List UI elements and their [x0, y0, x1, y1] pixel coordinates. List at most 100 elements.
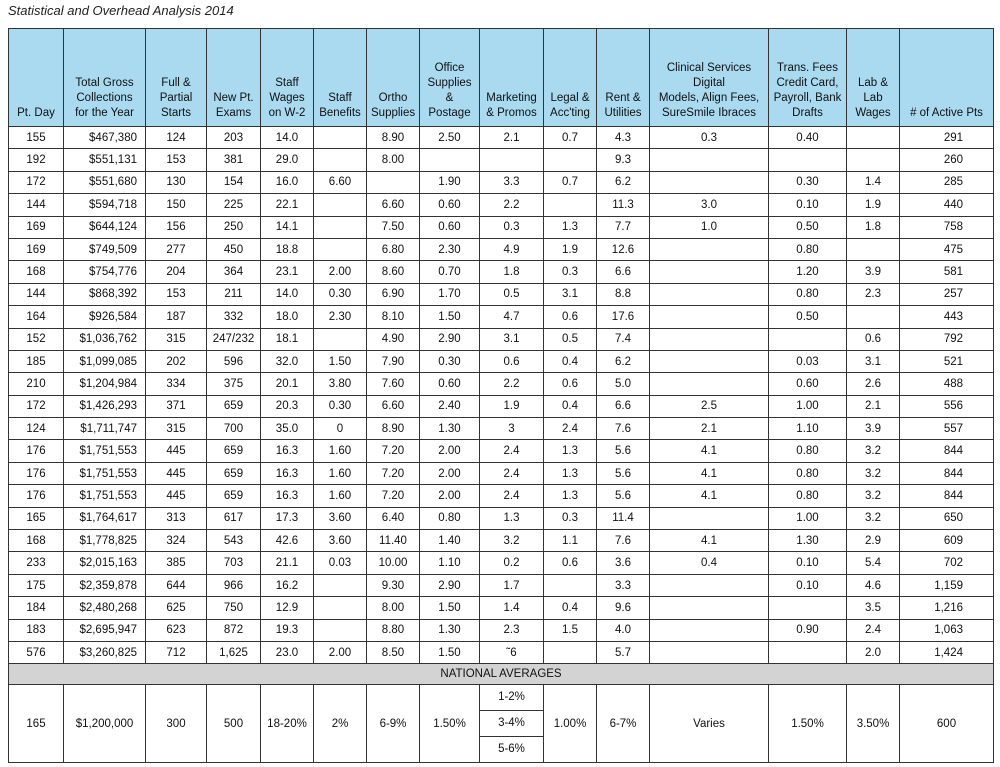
- cell: 0.4: [543, 349, 597, 374]
- table-body: 155 $467,380 124 203 14.0 8.90 2.50 2.1 0.7 4.3 0.…: [8, 125, 994, 764]
- cell: 8.00: [366, 596, 420, 620]
- cell: [649, 260, 769, 284]
- cell: $2,695,947: [63, 618, 146, 642]
- cell: 450: [206, 237, 261, 262]
- cell: $644,124: [63, 215, 146, 239]
- cell: 3: [479, 417, 544, 441]
- cell: 381: [206, 148, 261, 172]
- cell: 1.1: [543, 529, 597, 553]
- cell: 225: [206, 193, 261, 217]
- cell: 2.00: [419, 461, 480, 486]
- cell: 187: [145, 305, 207, 329]
- cell: 165: [8, 506, 64, 531]
- cell: 0.03: [768, 349, 847, 374]
- data-row: 175 $2,359,878 644 966 16.2 9.30 2.90 1.7 3.3 0.1…: [8, 573, 994, 598]
- data-row: 576 $3,260,825 712 1,625 23.0 2.00 8.50 1.50 ˜6 5…: [8, 640, 994, 665]
- cell: 3.2: [479, 529, 544, 553]
- cell: 0.10: [768, 573, 847, 598]
- cell: 2.00: [313, 640, 367, 665]
- cell: 168: [8, 529, 64, 553]
- cell: 0.10: [768, 193, 847, 217]
- cell: 3.1: [846, 349, 900, 374]
- cell: 0.80: [419, 506, 480, 531]
- cell: 5.0: [596, 372, 650, 396]
- cell: 0.7: [543, 170, 597, 195]
- cell: 4.9: [479, 237, 544, 262]
- data-row: 144 $868,392 153 211 14.0 0.30 6.90 1.70 0.5 3.1 8…: [8, 282, 994, 307]
- cell: 543: [206, 529, 261, 553]
- cell: 1.90: [419, 170, 480, 195]
- cell: [313, 148, 367, 172]
- stacked-value: 5-6%: [498, 743, 525, 756]
- cell: 1.60: [313, 439, 367, 463]
- cell: [543, 193, 597, 217]
- cell: 210: [8, 372, 64, 396]
- cell: 5.6: [596, 484, 650, 508]
- cell: [649, 573, 769, 598]
- cell: 3.1: [543, 282, 597, 307]
- column-header: Ortho Supplies: [366, 28, 420, 127]
- cell: [479, 148, 544, 172]
- cell: 1.3: [479, 506, 544, 531]
- cell: 18-20%: [260, 684, 314, 764]
- cell: 1.50: [313, 349, 367, 374]
- cell: 2.1: [649, 417, 769, 441]
- column-header: Legal & Acc'ting: [543, 28, 597, 127]
- cell: 185: [8, 349, 64, 374]
- cell: 1.9: [543, 237, 597, 262]
- cell: 7.6: [596, 417, 650, 441]
- cell: 617: [206, 506, 261, 531]
- cell: 176: [8, 484, 64, 508]
- cell: 7.7: [596, 215, 650, 239]
- cell: 440: [899, 193, 994, 217]
- cell: 2.9: [846, 529, 900, 553]
- cell: $749,509: [63, 237, 146, 262]
- cell: 0.70: [419, 260, 480, 284]
- cell: $1,711,747: [63, 417, 146, 441]
- cell: 5.6: [596, 461, 650, 486]
- cell: 11.3: [596, 193, 650, 217]
- cell: 5.7: [596, 640, 650, 665]
- data-row: 169 $749,509 277 450 18.8 6.80 2.30 4.9 1.9 12.6 0…: [8, 237, 994, 262]
- cell: $1,099,085: [63, 349, 146, 374]
- cell: $1,204,984: [63, 372, 146, 396]
- cell: 700: [206, 417, 261, 441]
- cell: 9.3: [596, 148, 650, 172]
- cell: 29.0: [260, 148, 314, 172]
- data-row: 144 $594,718 150 225 22.1 6.60 0.60 2.2 11.3 3.0 0…: [8, 193, 994, 217]
- cell: 324: [145, 529, 207, 553]
- cell: 6.6: [596, 394, 650, 419]
- cell: 443: [899, 305, 994, 329]
- cell: 7.20: [366, 484, 420, 508]
- data-table: Pt. Day Total Gross Collections for the Y…: [8, 28, 994, 764]
- cell: $594,718: [63, 193, 146, 217]
- cell: [649, 327, 769, 351]
- data-row: 183 $2,695,947 623 872 19.3 8.80 1.30 2.3 1.5 4.0…: [8, 618, 994, 642]
- cell: 609: [899, 529, 994, 553]
- cell: 124: [8, 417, 64, 441]
- cell: $467,380: [63, 125, 146, 150]
- column-header: Staff Benefits: [313, 28, 367, 127]
- data-row: 210 $1,204,984 334 375 20.1 3.80 7.60 0.60 2.2 0.…: [8, 372, 994, 396]
- cell: 7.60: [366, 372, 420, 396]
- cell: 8.8: [596, 282, 650, 307]
- cell: 844: [899, 484, 994, 508]
- cell: 154: [206, 170, 261, 195]
- cell: [649, 170, 769, 195]
- cell: 42.6: [260, 529, 314, 553]
- cell: 7.20: [366, 461, 420, 486]
- cell: 2.2: [479, 372, 544, 396]
- cell: 1.20: [768, 260, 847, 284]
- cell: 5.4: [846, 551, 900, 575]
- cell: 1.4: [479, 596, 544, 620]
- cell: 445: [145, 439, 207, 463]
- data-row: 155 $467,380 124 203 14.0 8.90 2.50 2.1 0.7 4.3 0.…: [8, 125, 994, 150]
- cell: [543, 148, 597, 172]
- cell: [543, 573, 597, 598]
- cell: $2,015,163: [63, 551, 146, 575]
- cell: [366, 170, 420, 195]
- cell: 1,625: [206, 640, 261, 665]
- cell: 6.60: [366, 394, 420, 419]
- cell: $3,260,825: [63, 640, 146, 665]
- cell: [313, 596, 367, 620]
